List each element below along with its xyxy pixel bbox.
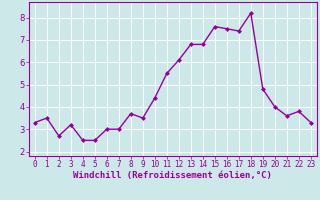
X-axis label: Windchill (Refroidissement éolien,°C): Windchill (Refroidissement éolien,°C)	[73, 171, 272, 180]
